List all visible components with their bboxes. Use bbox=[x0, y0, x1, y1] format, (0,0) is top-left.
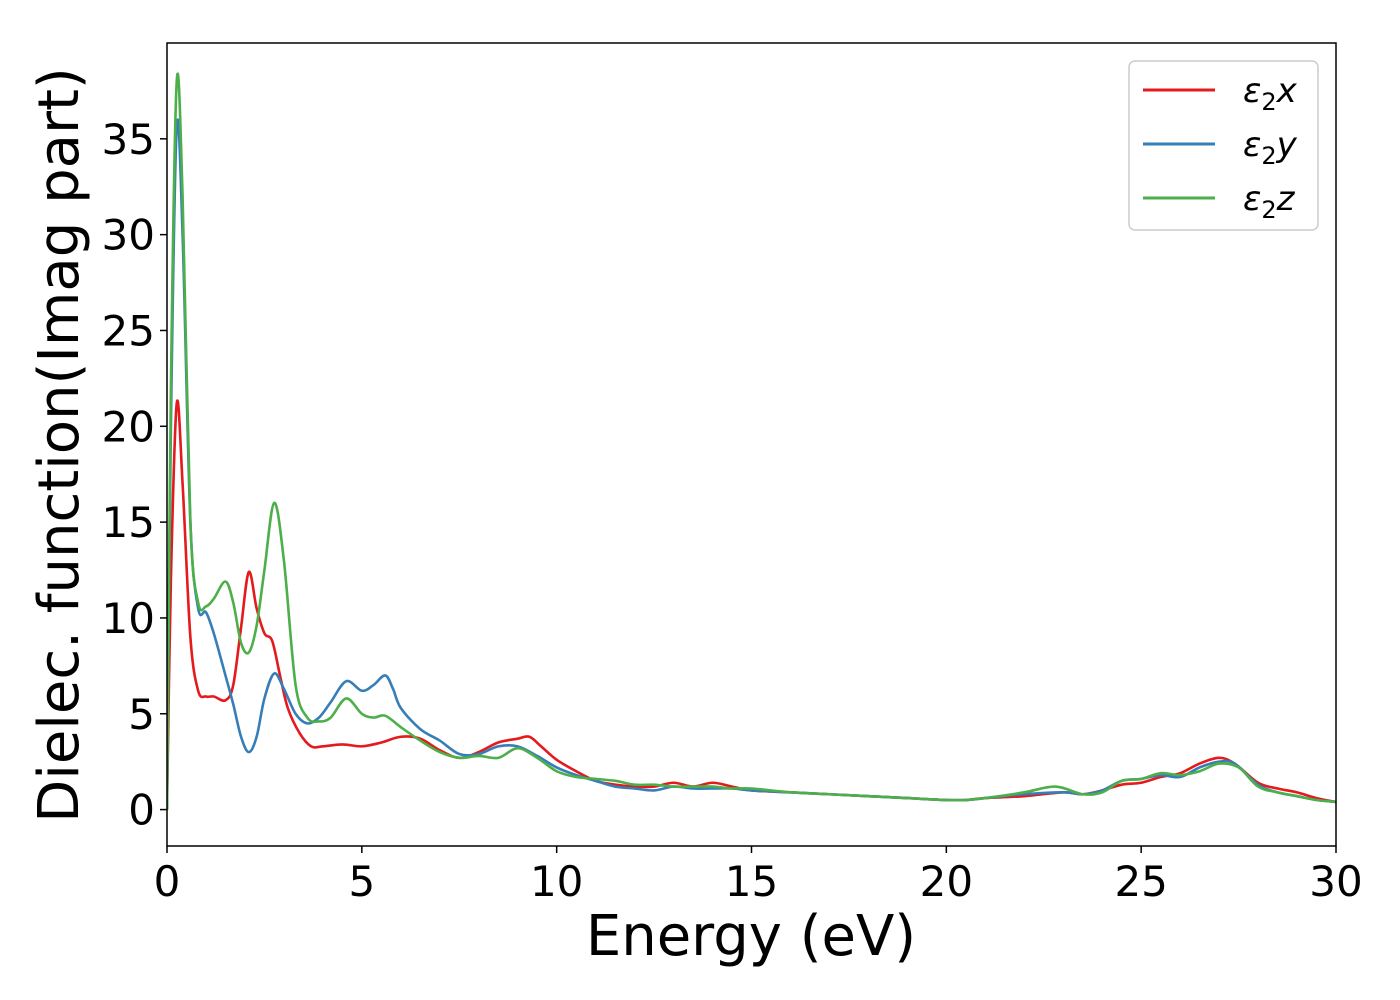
legend-box bbox=[1128, 60, 1319, 231]
y-tick-label: 30 bbox=[102, 211, 155, 260]
y-tick-label: 25 bbox=[102, 306, 155, 355]
y-tick-label: 35 bbox=[102, 115, 155, 164]
y-tick-label: 5 bbox=[128, 690, 155, 739]
x-axis-label: Energy (eV) bbox=[586, 904, 916, 969]
legend-label-variable: x bbox=[1276, 71, 1298, 111]
legend-label-subscript: 2 bbox=[1261, 142, 1276, 170]
legend-label-z: ε2z bbox=[1243, 179, 1296, 224]
x-tick-label: 10 bbox=[530, 857, 583, 906]
y-tick-label: 15 bbox=[102, 498, 155, 547]
x-tick-label: 25 bbox=[1114, 857, 1167, 906]
x-tick-label: 15 bbox=[725, 857, 778, 906]
legend-label-variable: z bbox=[1276, 179, 1296, 219]
legend-label-symbol: ε bbox=[1243, 179, 1261, 219]
x-tick-label: 30 bbox=[1309, 857, 1362, 906]
x-tick-label: 0 bbox=[154, 857, 181, 906]
x-tick-label: 20 bbox=[920, 857, 973, 906]
y-tick-label: 10 bbox=[102, 594, 155, 643]
legend-label-subscript: 2 bbox=[1261, 196, 1276, 224]
x-tick-label: 5 bbox=[348, 857, 375, 906]
y-tick-label: 0 bbox=[128, 786, 155, 835]
series-line-z bbox=[167, 72, 1336, 810]
legend-label-subscript: 2 bbox=[1261, 88, 1276, 116]
y-tick-label: 20 bbox=[102, 402, 155, 451]
legend-label-y: ε2y bbox=[1243, 125, 1298, 170]
legend-label-x: ε2x bbox=[1243, 71, 1298, 116]
legend-label-variable: y bbox=[1276, 125, 1298, 165]
y-axis-ticks: 0 5 10 15 20 25 30 35 bbox=[102, 115, 167, 835]
series-layer bbox=[167, 72, 1336, 810]
y-axis-label: Dielec. function(Imag part) bbox=[27, 67, 92, 823]
legend-label-symbol: ε bbox=[1243, 71, 1261, 111]
x-axis-ticks: 0 5 10 15 20 25 30 bbox=[154, 846, 1363, 906]
series-line-x bbox=[167, 399, 1336, 810]
legend-label-symbol: ε bbox=[1243, 125, 1261, 165]
